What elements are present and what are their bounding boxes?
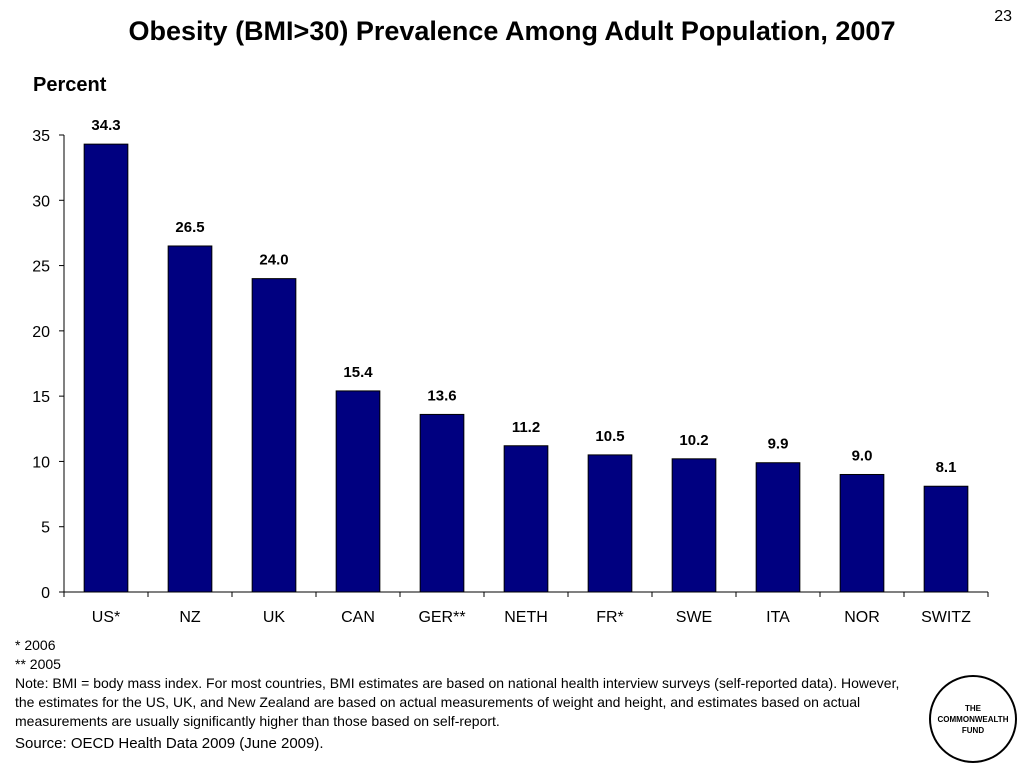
data-label-9: 9.0 <box>852 447 873 464</box>
bar-4 <box>419 413 465 593</box>
data-label-7: 10.2 <box>679 432 708 449</box>
y-tick-label-5: 25 <box>32 259 50 276</box>
bar-5 <box>503 445 549 593</box>
y-tick-label-2: 10 <box>32 454 50 471</box>
data-label-8: 9.9 <box>768 436 789 453</box>
data-label-2: 24.0 <box>259 252 288 269</box>
x-tick-label-6: FR* <box>596 609 624 626</box>
x-tick-label-3: CAN <box>341 609 375 626</box>
source-note: Source: OECD Health Data 2009 (June 2009… <box>15 735 324 752</box>
data-label-6: 10.5 <box>595 428 624 445</box>
y-tick-label-1: 5 <box>41 520 50 537</box>
x-tick-label-4: GER** <box>418 609 465 626</box>
y-tick-label-7: 35 <box>32 128 50 145</box>
data-label-0: 34.3 <box>91 117 120 134</box>
bar-0 <box>83 143 129 593</box>
bar-10 <box>923 485 969 593</box>
bar-6 <box>587 454 633 593</box>
bar-3 <box>335 390 381 593</box>
x-tick-label-8: ITA <box>766 609 790 626</box>
y-tick-label-6: 30 <box>32 193 50 210</box>
data-label-3: 15.4 <box>343 364 373 381</box>
data-label-1: 26.5 <box>175 219 204 236</box>
x-tick-label-7: SWE <box>676 609 712 626</box>
logo-line-1: THE <box>964 703 981 713</box>
chart-title: Obesity (BMI>30) Prevalence Among Adult … <box>128 16 896 46</box>
x-tick-label-5: NETH <box>504 609 548 626</box>
y-tick-label-4: 20 <box>32 324 50 341</box>
bar-2 <box>251 278 297 593</box>
footnote-2006: * 2006 <box>15 637 56 653</box>
bar-1 <box>167 245 213 593</box>
x-tick-label-0: US* <box>92 609 120 626</box>
x-tick-label-9: NOR <box>844 609 880 626</box>
y-axis-label: Percent <box>33 74 107 96</box>
logo-line-2: COMMONWEALTH <box>937 714 1009 724</box>
commonwealth-fund-logo: THE COMMONWEALTH FUND <box>929 675 1017 763</box>
y-tick-label-0: 0 <box>41 585 50 602</box>
slide-number: 23 <box>994 8 1012 25</box>
x-tick-label-2: UK <box>263 609 286 626</box>
logo-line-3: FUND <box>961 725 985 735</box>
data-label-5: 11.2 <box>512 419 540 436</box>
data-label-4: 13.6 <box>427 387 456 404</box>
footnote-bmi-note: Note: BMI = body mass index. For most co… <box>15 675 900 729</box>
x-tick-label-10: SWITZ <box>921 609 971 626</box>
footnotes: * 2006 ** 2005 Note: BMI = body mass ind… <box>15 636 915 753</box>
bar-7 <box>671 458 717 593</box>
x-tick-label-1: NZ <box>179 609 201 626</box>
y-tick-label-3: 15 <box>32 389 50 406</box>
bar-9 <box>839 473 885 593</box>
footnote-2005: ** 2005 <box>15 656 61 672</box>
bar-8 <box>755 462 801 593</box>
data-label-10: 8.1 <box>936 459 957 476</box>
bar-chart: 34.3 US* 26.5 NZ 24.0 UK 15.4 CAN 13.6 GER** 11.2 N… <box>32 117 989 626</box>
